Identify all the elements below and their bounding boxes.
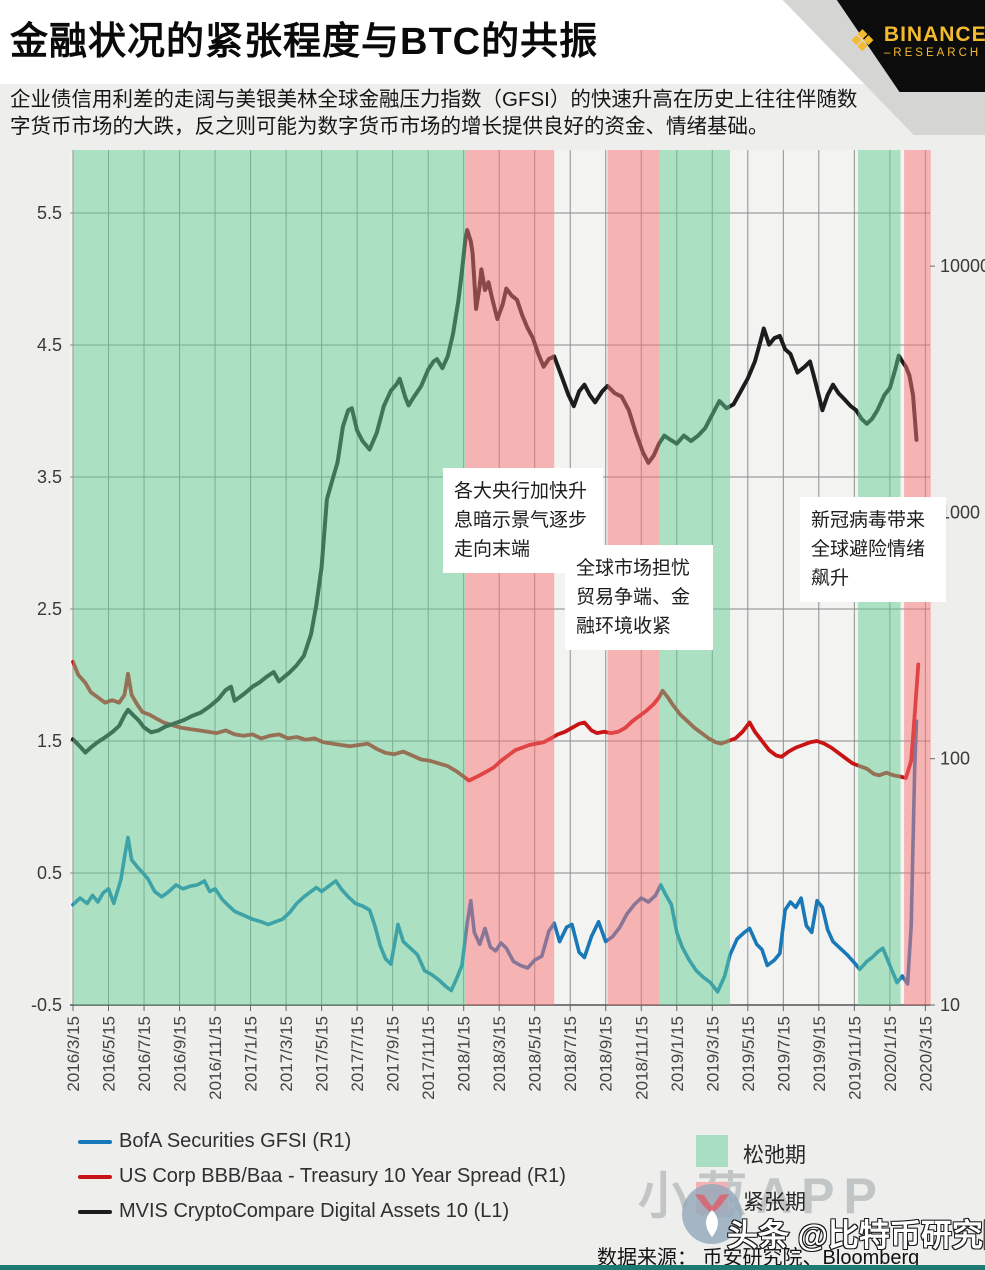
svg-text:100: 100 <box>940 749 970 769</box>
svg-text:2019/9/15: 2019/9/15 <box>810 1016 829 1092</box>
watermark-app-text: 小葱APP <box>638 1168 886 1224</box>
annotation-covid: 新冠病毒带来全球避险情绪飙升 <box>800 497 946 602</box>
svg-text:2017/9/15: 2017/9/15 <box>384 1016 403 1092</box>
svg-text:2020/3/15: 2020/3/15 <box>916 1016 935 1092</box>
watermark-app-icon <box>682 1184 742 1244</box>
svg-text:0.5: 0.5 <box>37 863 62 883</box>
svg-text:2017/3/15: 2017/3/15 <box>277 1016 296 1092</box>
svg-text:2019/1/15: 2019/1/15 <box>668 1016 687 1092</box>
mvis-line-swatch <box>78 1209 112 1214</box>
svg-text:1.5: 1.5 <box>37 731 62 751</box>
svg-text:2016/7/15: 2016/7/15 <box>135 1016 154 1092</box>
svg-text:1000: 1000 <box>940 502 980 522</box>
relax-band-label: 松弛期 <box>743 1144 806 1167</box>
binance-diamonds-icon: ❖ <box>849 25 876 59</box>
gfsi-line-swatch <box>78 1139 112 1144</box>
svg-text:2019/11/15: 2019/11/15 <box>845 1016 864 1100</box>
sprout-bird-icon <box>695 1194 729 1237</box>
svg-text:2018/7/15: 2018/7/15 <box>561 1016 580 1092</box>
binance-research-logo: ❖ BINANCE –RESEARCH <box>849 23 985 61</box>
svg-text:2017/7/15: 2017/7/15 <box>348 1016 367 1092</box>
svg-text:2016/11/15: 2016/11/15 <box>206 1016 225 1100</box>
stress-band-label: 紧张期 <box>743 1191 806 1214</box>
series-legend: BofA Securities GFSI (R1) US Corp BBB/Ba… <box>78 1124 566 1229</box>
svg-text:2016/3/15: 2016/3/15 <box>64 1016 83 1092</box>
svg-text:10000: 10000 <box>940 256 985 276</box>
spread-line-swatch <box>78 1174 112 1179</box>
legend-label-gfsi: BofA Securities GFSI (R1) <box>119 1130 352 1152</box>
svg-text:2016/5/15: 2016/5/15 <box>100 1016 119 1092</box>
svg-text:2018/9/15: 2018/9/15 <box>597 1016 616 1092</box>
legend-label-spread: US Corp BBB/Baa - Treasury 10 Year Sprea… <box>119 1165 566 1187</box>
svg-text:2020/1/15: 2020/1/15 <box>881 1016 900 1092</box>
svg-text:2018/5/15: 2018/5/15 <box>526 1016 545 1092</box>
subtitle-text: 企业债信用利差的走阔与美银美林全球金融压力指数（GFSI）的快速升高在历史上往往… <box>10 88 858 138</box>
svg-text:2019/3/15: 2019/3/15 <box>703 1016 722 1092</box>
legend-item-mvis: MVIS CryptoCompare Digital Assets 10 (L1… <box>78 1194 566 1229</box>
svg-text:2017/1/15: 2017/1/15 <box>242 1016 261 1092</box>
svg-text:2017/5/15: 2017/5/15 <box>313 1016 332 1092</box>
svg-text:2018/3/15: 2018/3/15 <box>490 1016 509 1092</box>
svg-text:4.5: 4.5 <box>37 335 62 355</box>
svg-text:2018/1/15: 2018/1/15 <box>455 1016 474 1092</box>
data-source-text: 数据来源： 币安研究院、Bloomberg <box>597 1247 920 1269</box>
svg-text:10: 10 <box>940 995 960 1015</box>
annotation-trade-dispute: 全球市场担忧贸易争端、金融环境收紧 <box>565 545 713 650</box>
svg-text:2017/11/15: 2017/11/15 <box>419 1016 438 1100</box>
svg-text:2.5: 2.5 <box>37 599 62 619</box>
page-title: 金融状况的紧张程度与BTC的共振 <box>10 21 599 63</box>
bottom-accent-strip <box>0 1265 985 1270</box>
brand-subname: –RESEARCH <box>883 47 982 60</box>
annotation-rate-hikes: 各大央行加快升息暗示景气逐步走向末端 <box>443 468 603 573</box>
svg-text:3.5: 3.5 <box>37 467 62 487</box>
svg-text:2019/7/15: 2019/7/15 <box>774 1016 793 1092</box>
svg-text:2016/9/15: 2016/9/15 <box>171 1016 190 1092</box>
legend-label-mvis: MVIS CryptoCompare Digital Assets 10 (L1… <box>119 1200 510 1222</box>
legend-item-gfsi: BofA Securities GFSI (R1) <box>78 1124 566 1159</box>
relax-band-swatch <box>696 1135 728 1167</box>
svg-text:2018/11/15: 2018/11/15 <box>632 1016 651 1100</box>
watermark-handle-text: 头条 @比特币研究院 <box>726 1217 985 1254</box>
svg-text:5.5: 5.5 <box>37 203 62 223</box>
legend-item-spread: US Corp BBB/Baa - Treasury 10 Year Sprea… <box>78 1159 566 1194</box>
svg-text:-0.5: -0.5 <box>31 995 62 1015</box>
svg-text:2019/5/15: 2019/5/15 <box>739 1016 758 1092</box>
brand-name: BINANCE <box>883 23 985 46</box>
